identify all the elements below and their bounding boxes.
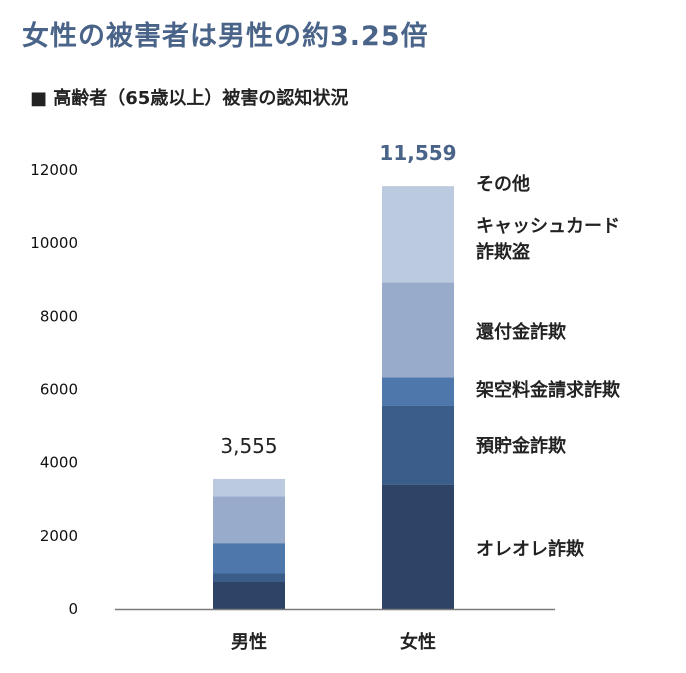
y-tick-label: 8000 (40, 307, 78, 325)
y-tick-label: 6000 (40, 381, 78, 399)
bar-segment (213, 581, 285, 609)
bar-segment (213, 573, 285, 582)
series-label: オレオレ詐欺 (476, 538, 584, 560)
series-label: その他 (476, 173, 530, 195)
y-tick-label: 10000 (30, 234, 78, 252)
bar-segment (382, 186, 454, 283)
bar-segment (382, 405, 454, 485)
series-label: 還付金詐欺 (476, 321, 566, 343)
bar-segment (382, 484, 454, 609)
y-tick-label: 2000 (40, 527, 78, 545)
chart-title: 女性の被害者は男性の約3.25倍 (22, 21, 429, 52)
total-label: 11,559 (379, 141, 456, 165)
bar-segment (382, 377, 454, 406)
series-label: キャッシュカード詐欺盗 (476, 216, 620, 263)
series-label: 架空料金請求詐欺 (476, 379, 620, 401)
chart-subtitle: ■ 高齢者（65歳以上）被害の認知状況 (30, 88, 349, 109)
x-category-label: 男性 (231, 631, 267, 653)
y-tick-label: 0 (68, 600, 78, 618)
bar-segment (382, 282, 454, 378)
total-label: 3,555 (220, 434, 277, 458)
series-label: 預貯金詐欺 (476, 435, 566, 457)
y-tick-label: 4000 (40, 454, 78, 472)
bar-segment (213, 478, 285, 497)
bar-segment (213, 496, 285, 544)
bar-segment (213, 543, 285, 574)
x-category-label: 女性 (400, 631, 436, 653)
y-tick-label: 12000 (30, 161, 78, 179)
